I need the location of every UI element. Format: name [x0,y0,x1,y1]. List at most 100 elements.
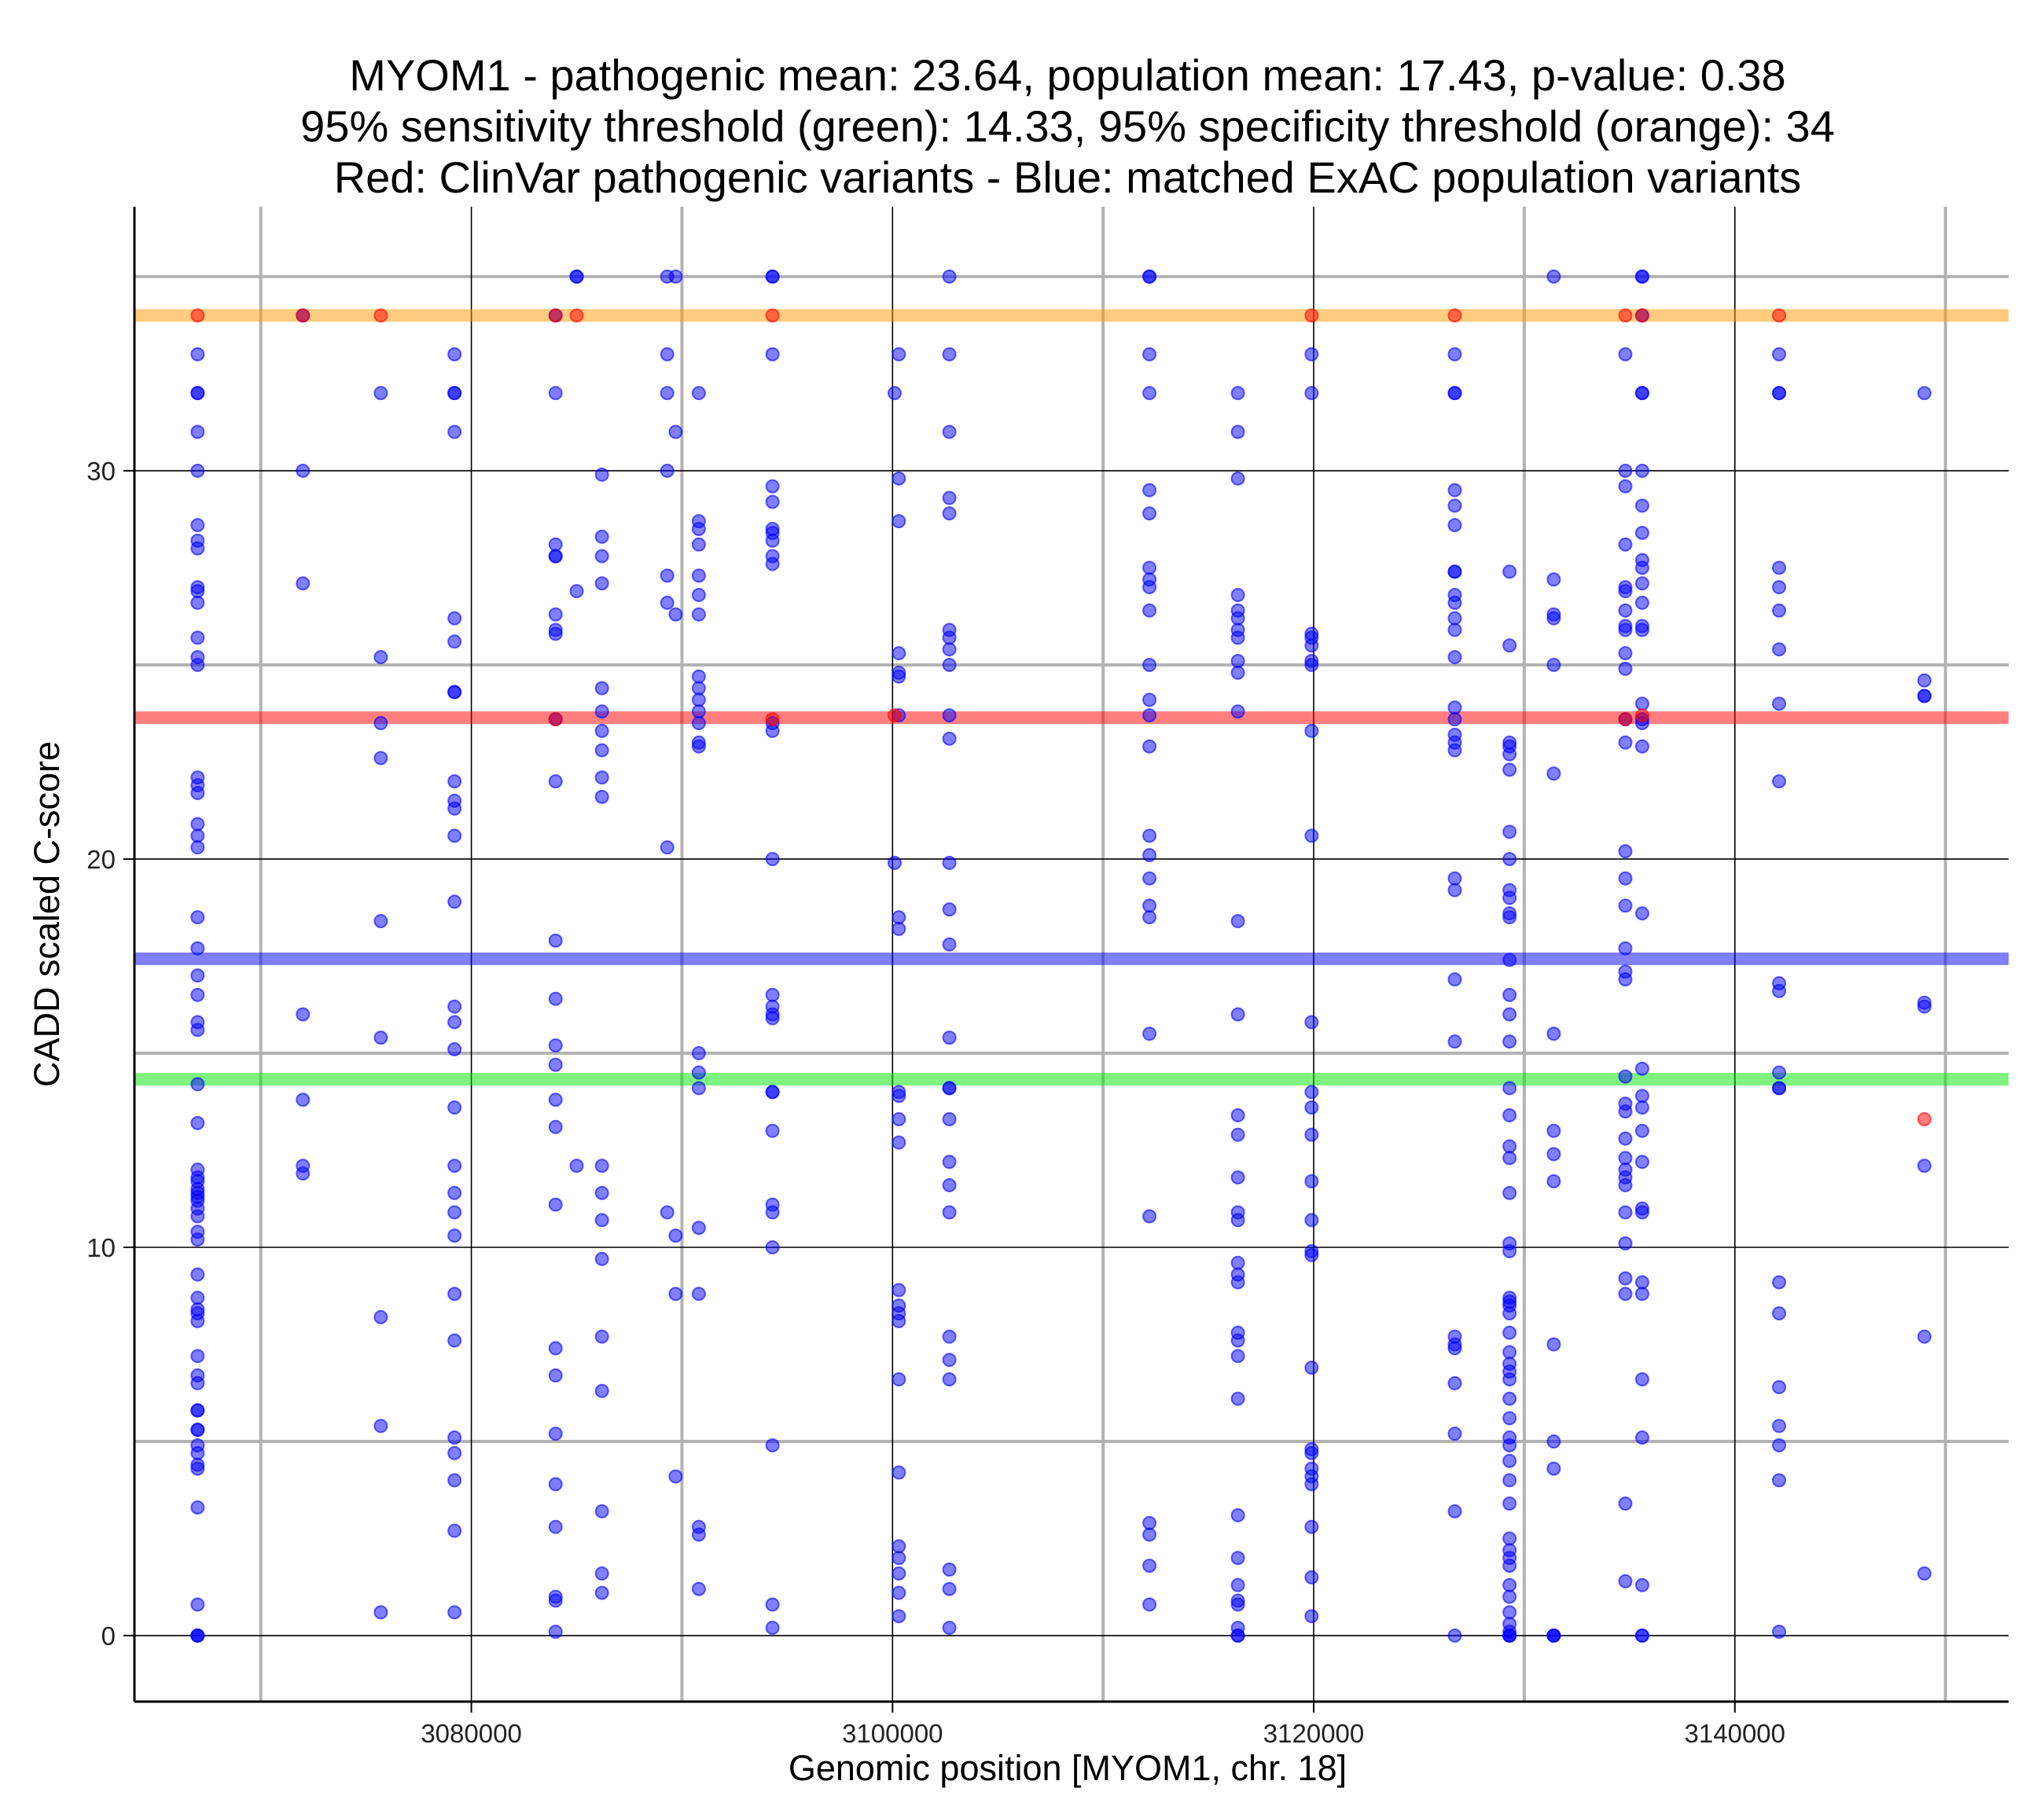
population-variant-point [1618,537,1633,552]
population-variant-point [548,991,563,1006]
axes [123,207,2009,1713]
population-variant-point [691,1527,706,1542]
population-variant-point [447,774,462,789]
population-variant-point [1546,1337,1561,1352]
population-variant-point [1447,611,1462,626]
population-variant-point [1447,498,1462,513]
population-variant-point [190,1267,205,1282]
population-variant-point [373,1419,388,1434]
chart-title-line-3: Red: ClinVar pathogenic variants - Blue:… [334,152,1802,202]
population-variant-point [373,914,388,929]
population-variant-point [1772,642,1787,657]
population-variant-point [1142,739,1157,754]
population-variant-point [1502,1391,1517,1406]
population-variant-point [691,522,706,537]
population-variant-point [190,463,205,478]
population-variant-point [1447,1375,1462,1390]
population-variant-point [1772,983,1787,998]
population-variant-point [1634,525,1649,540]
pathogenic-variant-point [765,712,780,727]
population-variant-point [1546,1026,1561,1041]
population-variant-point [1502,1372,1517,1386]
population-variant-point [1304,1570,1319,1584]
population-variant-point [1546,611,1561,626]
population-variant-point [1634,463,1649,478]
population-variant-point [190,657,205,672]
population-variant-point [1230,1275,1245,1290]
population-variant-point [765,269,780,284]
population-variant-point [660,840,675,855]
population-variant-point [447,1100,462,1115]
population-variant-point [891,646,906,661]
population-variant-point [373,1605,388,1620]
population-variant-point [1142,1515,1157,1530]
population-variant-point [1304,1247,1319,1262]
population-variant-point [1502,987,1517,1002]
population-variant-point [594,1213,609,1228]
population-variant-point [942,1353,957,1368]
population-variant-point [1230,1108,1245,1123]
population-variant-point [1304,1445,1319,1460]
population-variant-point [1447,1341,1462,1356]
population-variant-point [447,685,462,700]
pathogenic-variant-point [765,308,780,323]
pathogenic-variant-point [548,308,563,323]
population-variant-point [1634,1061,1649,1076]
population-variant-point [594,1585,609,1600]
y-tick-label: 20 [86,845,116,874]
population-variant-point [1304,386,1319,401]
chart-title-line-2: 95% sensitivity threshold (green): 14.33… [300,101,1835,151]
population-variant-point [765,479,780,494]
population-variant-point [1502,1589,1517,1604]
population-variant-point [891,910,906,925]
population-variant-point [1502,890,1517,905]
population-variant-point [1917,386,1932,401]
population-variant-point [942,1111,957,1126]
population-variant-point [1502,1151,1517,1166]
population-variant-point [1546,1629,1561,1643]
population-variant-point [1142,1527,1157,1542]
population-variant-point [891,514,906,529]
population-variant-point [548,1197,563,1212]
population-variant-point [887,386,902,401]
population-variant-point [942,269,957,284]
population-variant-point [1304,1085,1319,1100]
population-variant-point [594,1383,609,1398]
population-variant-point [548,1092,563,1107]
population-variant-point [1546,1461,1561,1476]
population-variant-point [1142,828,1157,843]
population-variant-point [1142,708,1157,723]
population-variant-point [691,739,706,754]
population-variant-point [1917,999,1932,1014]
population-variant-point [1772,1275,1787,1290]
population-variant-point [548,933,563,948]
population-variant-point [447,1523,462,1538]
pathogenic-variant-point [190,308,205,323]
pathogenic-variant-point [1618,308,1633,323]
population-variant-point [942,630,957,645]
population-variant-point [190,1403,205,1418]
population-variant-point [1634,386,1649,401]
population-variant-point [942,1155,957,1170]
population-variant-point [548,607,563,622]
population-variant-point [1447,972,1462,987]
population-variant-point [548,1427,563,1441]
population-variant-point [765,1205,780,1220]
population-variant-point [1230,654,1245,669]
population-variant-point [1502,1531,1517,1546]
population-variant-point [569,1159,584,1173]
population-variant-point [1618,463,1633,478]
population-variant-point [1917,689,1932,703]
population-variant-point [548,1038,563,1053]
population-variant-point [1142,347,1157,362]
population-variant-point [447,347,462,362]
population-variant-point [765,1085,780,1100]
population-variant-point [447,1430,462,1445]
population-variant-point [765,851,780,866]
population-variant-point [1304,1477,1319,1492]
population-variant-point [1304,1609,1319,1624]
population-variant-point [660,347,675,362]
population-variant-point [190,424,205,439]
pathogenic-variant-point [1634,308,1649,323]
threshold-lines [134,309,2009,1086]
